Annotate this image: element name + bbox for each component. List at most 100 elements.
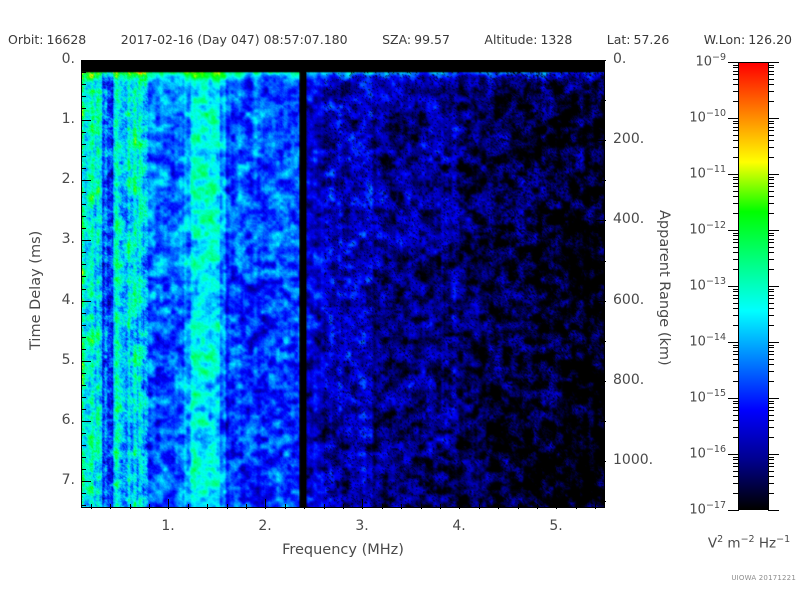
colorbar-tick-minor-left — [733, 471, 739, 472]
colorbar-tick-minor-right — [768, 252, 774, 253]
x-tick-major — [362, 499, 363, 509]
colorbar-tick-label: 10−14 — [689, 332, 726, 350]
y-tick-major — [81, 421, 91, 422]
y2-tick-major — [596, 60, 606, 61]
colorbar-tick-label: 10−15 — [689, 388, 726, 406]
colorbar-tick-minor-right — [768, 354, 774, 355]
y-tick-minor — [81, 373, 86, 374]
colorbar-tick-minor-right — [768, 459, 774, 460]
colorbar-tick-label: 10−10 — [689, 108, 726, 126]
x-tick-minor-top — [285, 60, 286, 65]
header-label-altitude: Altitude: — [484, 31, 538, 47]
colorbar-tick-major-right — [768, 342, 779, 343]
colorbar-tick-minor-left — [733, 121, 739, 122]
colorbar-tick-minor-right — [768, 315, 774, 316]
colorbar-tick-minor-left — [733, 493, 739, 494]
y2-tick-minor — [601, 261, 606, 262]
credit-watermark: UIOWA 20171221 — [731, 574, 796, 582]
colorbar-tick-minor-right — [768, 295, 774, 296]
colorbar-tick-label: 10−12 — [689, 220, 726, 238]
y-tick-label: 1. — [61, 111, 75, 127]
colorbar-tick-minor-left — [733, 371, 739, 372]
x-tick-minor — [479, 504, 480, 509]
colorbar-tick-label: 10−11 — [689, 164, 726, 182]
y2-tick-label: 600. — [613, 292, 645, 308]
colorbar-tick-major-right — [768, 510, 779, 511]
colorbar-tick-minor-right — [768, 410, 774, 411]
colorbar-tick-minor-left — [733, 135, 739, 136]
colorbar-tick-minor-right — [768, 196, 774, 197]
colorbar-tick-minor-left — [733, 67, 739, 68]
colorbar-tick-minor-left — [733, 291, 739, 292]
colorbar-tick-minor-right — [768, 364, 774, 365]
y-tick-minor — [81, 445, 86, 446]
y-tick-minor — [81, 409, 86, 410]
colorbar-tick-minor-left — [733, 347, 739, 348]
colorbar-tick-minor-right — [768, 420, 774, 421]
colorbar-tick-minor-left — [733, 247, 739, 248]
y-tick-label: 2. — [61, 171, 75, 187]
y-tick-major — [81, 180, 91, 181]
header-item-orbit: Orbit: 16628 — [8, 32, 86, 47]
y-tick-minor — [81, 108, 86, 109]
y-tick-label: 4. — [61, 292, 75, 308]
colorbar-tick-minor-right — [768, 466, 774, 467]
x-tick-minor-top — [382, 60, 383, 65]
colorbar-tick-minor-left — [733, 130, 739, 131]
colorbar-tick-minor-left — [733, 140, 739, 141]
x-tick-minor — [207, 504, 208, 509]
colorbar-tick-minor-left — [733, 84, 739, 85]
colorbar-tick-minor-left — [733, 289, 739, 290]
colorbar-tick-minor-right — [768, 101, 774, 102]
colorbar-tick-minor-right — [768, 127, 774, 128]
y-axis-title: Time Delay (ms) — [28, 230, 44, 350]
colorbar-tick-minor-right — [768, 345, 774, 346]
y-tick-minor — [81, 325, 86, 326]
colorbar-tick-minor-left — [733, 354, 739, 355]
x-tick-minor — [343, 504, 344, 509]
header-value-sza: 99.57 — [414, 31, 450, 47]
colorbar-tick-minor-right — [768, 239, 774, 240]
colorbar-tick-minor-left — [733, 410, 739, 411]
spectrogram-heatmap — [82, 61, 604, 507]
x-tick-label: 1. — [161, 518, 175, 534]
x-tick-minor — [595, 504, 596, 509]
colorbar-tick-minor-left — [733, 235, 739, 236]
colorbar-tick-label: 10−9 — [695, 52, 726, 70]
colorbar-tick-minor-left — [733, 345, 739, 346]
colorbar-tick-minor-left — [733, 191, 739, 192]
x-tick-minor — [227, 504, 228, 509]
colorbar-tick-minor-left — [733, 127, 739, 128]
colorbar-tick-major-right — [768, 398, 779, 399]
y-tick-minor — [81, 505, 86, 506]
colorbar-tick-minor-right — [768, 135, 774, 136]
x-tick-minor-top — [324, 60, 325, 65]
header-value-wlon: 126.20 — [748, 31, 792, 47]
y-tick-minor — [81, 264, 86, 265]
x-tick-minor-top — [537, 60, 538, 65]
x-tick-minor-top — [304, 60, 305, 65]
y-tick-minor — [81, 289, 86, 290]
header-item-datetime: 2017-02-16 (Day 047) 08:57:07.180 — [121, 32, 348, 47]
x-tick-major-top — [362, 60, 363, 70]
metadata-header: Orbit: 16628 2017-02-16 (Day 047) 08:57:… — [0, 30, 800, 48]
colorbar-tick-minor-right — [768, 79, 774, 80]
colorbar-tick-minor-right — [768, 401, 774, 402]
colorbar-tick-minor-right — [768, 140, 774, 141]
header-value-orbit: 16628 — [46, 31, 87, 47]
colorbar-unit-label: V2 m−2 Hz−1 — [707, 534, 791, 552]
header-label-lat: Lat: — [606, 31, 631, 47]
y-tick-minor — [81, 457, 86, 458]
colorbar-tick-minor-left — [733, 242, 739, 243]
y-tick-minor — [81, 493, 86, 494]
y-tick-minor — [81, 349, 86, 350]
colorbar-tick-minor-left — [733, 157, 739, 158]
x-tick-minor — [537, 504, 538, 509]
colorbar-tick-minor-right — [768, 457, 774, 458]
colorbar-tick-minor-left — [733, 196, 739, 197]
x-tick-major — [168, 499, 169, 509]
x-tick-minor-top — [110, 60, 111, 65]
colorbar-tick-minor-right — [768, 289, 774, 290]
y2-tick-major — [596, 381, 606, 382]
colorbar-tick-major-left — [728, 286, 739, 287]
